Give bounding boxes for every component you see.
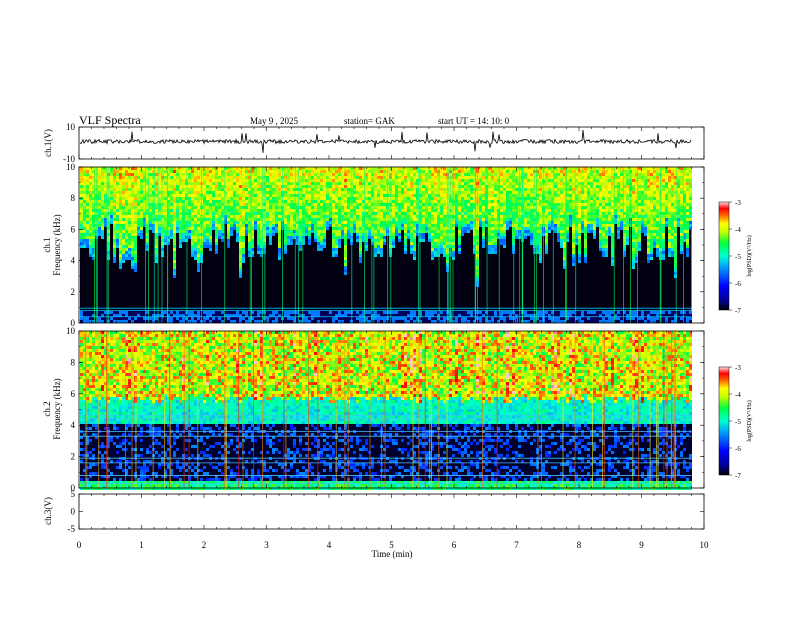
ch2-colorbar-label: log(PSD)(V²/Hz) — [746, 400, 753, 441]
y-tick-label: 8 — [71, 357, 76, 367]
ch2-spectrogram-heatmap — [79, 331, 704, 490]
colorbar-tick-label: -6 — [735, 280, 741, 288]
ch1-colorbar: -3 -4 -5 -6 -7 log(PSD)(V²/Hz) — [719, 199, 753, 315]
ch1-ylabel-line1: ch.1 — [42, 237, 52, 252]
x-tick-label: 10 — [700, 540, 710, 550]
ch1-spectrogram-panel — [79, 167, 704, 323]
x-tick-label: 4 — [327, 540, 332, 550]
ch2-ylabel-line1: ch.2 — [42, 401, 52, 416]
y-tick-label: 4 — [71, 420, 76, 430]
y-tick-label: 4 — [71, 256, 76, 266]
colorbar-tick-label: -7 — [735, 472, 741, 480]
x-tick-label: 0 — [77, 540, 82, 550]
ch3-ylabel: ch.3(V) — [43, 497, 53, 525]
x-tick-label: 3 — [264, 540, 269, 550]
x-tick-label: 8 — [577, 540, 582, 550]
y-tick-label: 2 — [71, 287, 76, 297]
y-tick-label: 2 — [71, 452, 76, 462]
ch2-ylabel-line2: Frequency (kHz) — [52, 378, 62, 439]
station-label: station= GAK — [344, 116, 395, 126]
ch1-spectrogram-heatmap — [79, 167, 704, 323]
x-tick-label: 1 — [139, 540, 144, 550]
colorbar-tick-label: -7 — [735, 307, 741, 315]
x-tick-label: 6 — [452, 540, 457, 550]
y-tick-label: 6 — [71, 389, 76, 399]
ch1-ylabel-line2: Frequency (kHz) — [52, 214, 62, 275]
ch3-waveform-panel — [79, 494, 704, 529]
colorbar-tick-label: -4 — [735, 226, 741, 234]
colorbar-tick-label: -6 — [735, 445, 741, 453]
colorbar-tick-label: -3 — [735, 199, 741, 207]
date-label: May 9 , 2025 — [250, 116, 298, 126]
start-ut-label: start UT = 14: 10: 0 — [438, 116, 510, 126]
x-tick-label: 2 — [202, 540, 207, 550]
y-tick-label: 6 — [71, 224, 76, 234]
ch2-spectrogram-panel — [79, 331, 704, 490]
y-tick-label: 10 — [66, 162, 76, 172]
y-tick-label: 0 — [71, 507, 76, 517]
ch1-ylabel: ch.1(V) — [43, 129, 53, 157]
x-tick-label: 7 — [514, 540, 519, 550]
y-tick-label: 10 — [66, 326, 76, 336]
y-tick-label: 5 — [71, 489, 76, 499]
ch2-colorbar: -3 -4 -5 -6 -7 log(PSD)(V²/Hz) — [719, 364, 753, 480]
y-tick-label: 10 — [66, 122, 76, 132]
colorbar-tick-label: -4 — [735, 391, 741, 399]
ch1-colorbar-label: log(PSD)(V²/Hz) — [746, 235, 753, 276]
colorbar-tick-label: -5 — [735, 253, 741, 261]
y-tick-label: -5 — [68, 524, 76, 534]
ch1-waveform-panel — [79, 127, 704, 159]
colorbar-tick-label: -3 — [735, 364, 741, 372]
y-tick-label: 8 — [71, 193, 76, 203]
x-tick-label: 9 — [639, 540, 644, 550]
x-axis-label: Time (min) — [372, 549, 413, 559]
chart-title: VLF Spectra — [79, 113, 141, 127]
colorbar-tick-label: -5 — [735, 418, 741, 426]
